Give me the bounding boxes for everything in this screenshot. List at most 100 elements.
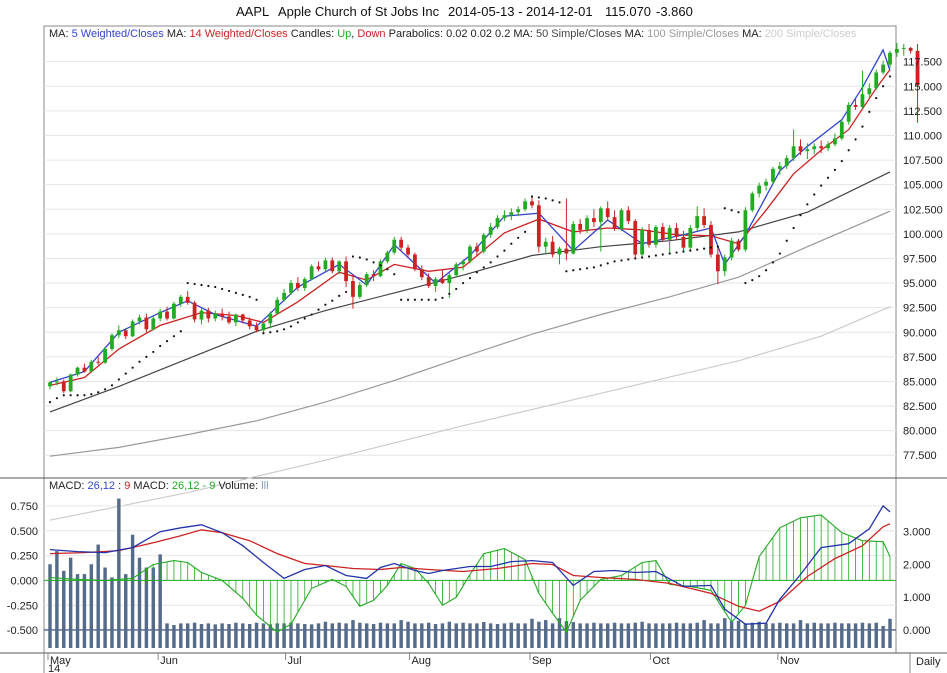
candle-down xyxy=(660,226,665,240)
sar-dot xyxy=(324,303,327,306)
volume-bar xyxy=(62,570,66,648)
candle-up xyxy=(234,314,238,323)
sar-dot xyxy=(744,281,747,285)
sar-dot xyxy=(868,110,871,113)
candle-up xyxy=(791,146,796,159)
volume-bar xyxy=(179,623,183,648)
sar-dot xyxy=(537,196,540,199)
volume-bar xyxy=(853,623,858,648)
volume-bars xyxy=(44,498,896,648)
candle-down xyxy=(550,241,555,255)
volume-bar xyxy=(75,574,80,648)
candle-up xyxy=(764,181,768,186)
candle-down xyxy=(715,254,720,272)
candle-up xyxy=(172,303,176,319)
price-tick-label: 92.500 xyxy=(903,303,937,315)
volume-bar xyxy=(661,623,665,648)
volume-bar xyxy=(130,534,135,648)
volume-bar xyxy=(881,625,885,648)
price-tick-label: 112.500 xyxy=(903,106,942,118)
volume-bar xyxy=(798,620,803,648)
candle-up xyxy=(784,158,789,166)
sar-dot xyxy=(558,201,561,204)
sar-dot xyxy=(207,284,210,288)
header-last: 115.070 xyxy=(605,4,651,19)
sar-dot xyxy=(76,394,79,397)
candle-up xyxy=(323,260,328,270)
volume-bar xyxy=(819,623,823,648)
volume-bar xyxy=(771,623,775,648)
sar-dot xyxy=(696,248,699,251)
sar-dot xyxy=(551,199,554,202)
candle-up xyxy=(860,94,865,107)
legend-item: MA: xyxy=(167,28,190,40)
candle-up xyxy=(771,168,775,182)
candle-down xyxy=(413,254,417,270)
sar-dot xyxy=(97,391,100,394)
volume-bar xyxy=(530,618,534,648)
sar-dot xyxy=(751,279,754,282)
sar-dot xyxy=(269,331,272,334)
price-tick-label: 97.500 xyxy=(903,253,937,265)
histogram-outline xyxy=(49,514,891,634)
volume-bar xyxy=(709,623,713,648)
volume-bar xyxy=(89,564,94,648)
volume-bar xyxy=(399,620,403,648)
candle-up xyxy=(137,317,142,322)
candle-up xyxy=(826,144,830,149)
month-label: Jun xyxy=(160,655,178,667)
legend-item: MA: xyxy=(49,28,72,40)
sar-dot xyxy=(193,282,196,286)
candle-down xyxy=(399,239,404,248)
macd-line xyxy=(49,504,891,625)
candle-up xyxy=(454,264,459,276)
price-tick-label: 115.000 xyxy=(903,81,942,93)
sar-dot xyxy=(124,372,127,375)
sar-dot xyxy=(179,330,182,333)
candle-down xyxy=(674,227,679,237)
volume-bar xyxy=(206,623,211,648)
volume-bar xyxy=(888,618,892,648)
volume-bar xyxy=(509,622,514,648)
candle-up xyxy=(268,313,273,324)
volume-bar xyxy=(296,623,300,648)
chart-header: AAPL Apple Church of St Jobs Inc 2014-05… xyxy=(236,4,693,19)
price-tick-label: 105.000 xyxy=(903,180,943,192)
volume-bar xyxy=(358,622,362,648)
price-tick-label: 110.000 xyxy=(903,130,942,142)
ma-100-line xyxy=(49,210,891,457)
candle-up xyxy=(89,361,94,372)
sar-dot xyxy=(689,249,692,252)
candle-up xyxy=(894,48,899,53)
sar-dot xyxy=(599,264,602,267)
volume-bar xyxy=(158,554,162,648)
price-tick-label: 107.500 xyxy=(903,155,943,167)
candle-up xyxy=(461,261,466,265)
candle-down xyxy=(819,146,824,149)
macd-tick-label: 0.000 xyxy=(10,575,38,587)
volume-bar xyxy=(702,620,706,648)
legend-item: 26,12 xyxy=(88,480,119,492)
volume-bar xyxy=(640,621,644,648)
sar-dot xyxy=(90,393,93,396)
sar-dot xyxy=(413,298,417,301)
volume-bar xyxy=(674,622,679,648)
candle-up xyxy=(110,335,114,349)
sar-dot xyxy=(482,266,485,269)
candle-up xyxy=(598,208,603,223)
candle-up xyxy=(640,229,645,255)
candle-down xyxy=(530,201,534,206)
legend-item: Down xyxy=(357,28,388,40)
volume-bar xyxy=(654,623,658,648)
volume-bar xyxy=(385,623,390,648)
volume-bar xyxy=(468,623,472,648)
sar-dot xyxy=(778,252,781,255)
sar-dot xyxy=(847,149,850,152)
volume-bar xyxy=(785,623,789,648)
legend-item: MACD: xyxy=(133,480,172,492)
signal-line xyxy=(49,523,891,612)
sar-dot xyxy=(83,394,86,397)
sar-dot xyxy=(344,290,348,294)
candle-down xyxy=(440,279,445,284)
candle-down xyxy=(605,208,610,218)
